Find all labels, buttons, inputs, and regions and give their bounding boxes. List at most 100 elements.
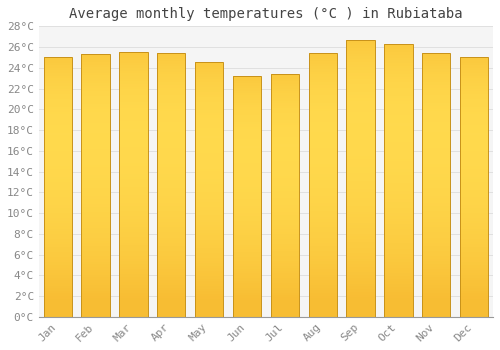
Bar xyxy=(308,248,337,251)
Bar xyxy=(233,165,261,168)
Bar xyxy=(346,59,375,62)
Bar xyxy=(44,293,72,296)
Bar xyxy=(460,153,488,156)
Bar xyxy=(157,172,186,175)
Bar xyxy=(460,125,488,127)
Bar xyxy=(195,174,224,176)
Bar xyxy=(384,169,412,172)
Bar xyxy=(233,132,261,134)
Bar xyxy=(195,222,224,225)
Bar xyxy=(422,235,450,238)
Bar xyxy=(270,186,299,188)
Bar xyxy=(82,144,110,146)
Bar xyxy=(422,264,450,267)
Bar xyxy=(346,292,375,295)
Bar xyxy=(82,164,110,167)
Bar xyxy=(195,197,224,199)
Bar xyxy=(44,244,72,247)
Bar xyxy=(308,232,337,235)
Bar xyxy=(195,276,224,279)
Bar xyxy=(270,312,299,314)
Bar xyxy=(157,124,186,127)
Bar xyxy=(82,191,110,194)
Bar xyxy=(270,261,299,264)
Bar xyxy=(270,132,299,135)
Bar xyxy=(119,222,148,224)
Bar xyxy=(119,203,148,206)
Bar xyxy=(82,288,110,290)
Bar xyxy=(422,148,450,151)
Bar xyxy=(346,223,375,225)
Bar xyxy=(384,82,412,85)
Bar xyxy=(157,196,186,198)
Bar xyxy=(422,232,450,235)
Bar xyxy=(233,254,261,257)
Bar xyxy=(460,229,488,231)
Bar xyxy=(346,239,375,242)
Bar xyxy=(82,94,110,96)
Bar xyxy=(422,182,450,185)
Bar xyxy=(308,272,337,275)
Bar xyxy=(308,243,337,246)
Bar xyxy=(195,176,224,179)
Bar xyxy=(346,201,375,203)
Bar xyxy=(422,314,450,317)
Bar xyxy=(195,115,224,118)
Bar xyxy=(270,79,299,81)
Bar xyxy=(157,143,186,146)
Bar xyxy=(308,290,337,293)
Bar xyxy=(82,180,110,183)
Bar xyxy=(384,194,412,197)
Bar xyxy=(384,191,412,194)
Bar xyxy=(82,251,110,254)
Bar xyxy=(384,93,412,96)
Bar xyxy=(157,293,186,296)
Bar xyxy=(270,239,299,241)
Bar xyxy=(346,156,375,159)
Bar xyxy=(308,90,337,93)
Bar xyxy=(233,218,261,220)
Bar xyxy=(460,117,488,120)
Bar xyxy=(460,192,488,195)
Bar xyxy=(346,187,375,189)
Bar xyxy=(270,302,299,304)
Bar xyxy=(346,114,375,117)
Bar xyxy=(44,288,72,291)
Bar xyxy=(422,161,450,164)
Bar xyxy=(195,220,224,222)
Bar xyxy=(422,211,450,214)
Bar xyxy=(308,296,337,298)
Bar xyxy=(157,217,186,219)
Bar xyxy=(44,76,72,78)
Bar xyxy=(82,262,110,264)
Bar xyxy=(82,217,110,220)
Bar xyxy=(233,86,261,88)
Bar xyxy=(346,231,375,234)
Bar xyxy=(308,77,337,79)
Bar xyxy=(270,118,299,120)
Bar xyxy=(270,108,299,111)
Bar xyxy=(44,102,72,104)
Bar xyxy=(44,156,72,159)
Bar xyxy=(119,208,148,211)
Bar xyxy=(384,66,412,69)
Bar xyxy=(195,307,224,309)
Bar xyxy=(270,273,299,275)
Bar xyxy=(346,95,375,98)
Bar xyxy=(384,180,412,183)
Bar xyxy=(422,272,450,275)
Bar xyxy=(195,301,224,304)
Bar xyxy=(346,54,375,56)
Bar xyxy=(119,314,148,317)
Bar xyxy=(157,190,186,193)
Bar xyxy=(308,122,337,124)
Bar xyxy=(233,261,261,264)
Bar xyxy=(460,81,488,83)
Bar xyxy=(233,211,261,213)
Bar xyxy=(384,55,412,57)
Bar xyxy=(157,53,186,317)
Bar xyxy=(233,189,261,192)
Bar xyxy=(270,246,299,249)
Bar xyxy=(195,182,224,184)
Bar xyxy=(82,78,110,80)
